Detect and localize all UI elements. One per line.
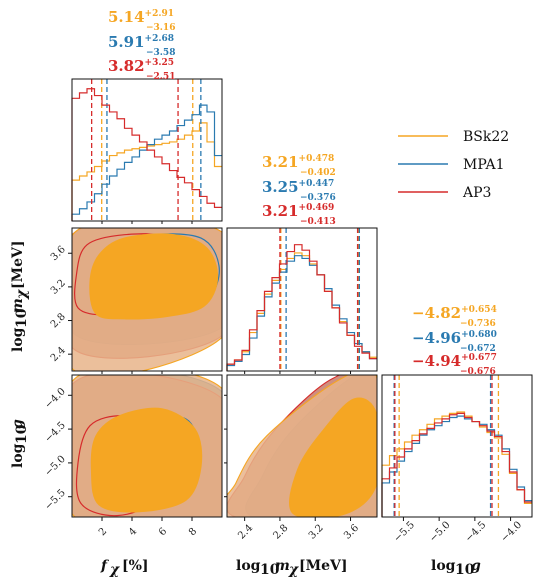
xtick-label-g-0: −5.5 [392,520,417,545]
ytick-label-g-0: −4.0 [43,386,68,411]
xtick-label-g-2: −4.5 [463,520,488,545]
summary-m-ap3-minus: −0.413 [300,217,336,227]
ytick-label-g-2: −5.0 [43,454,68,479]
ylabel-g-main: g [10,419,26,429]
xlabel-f-unit: [%] [122,558,149,574]
ylabel-g-base: 10 [14,424,30,444]
xtick-label-m-1: 2.8 [271,523,290,542]
hist-m-ap3 [226,244,377,371]
hist-f-bsk22 [71,122,222,221]
xlabel-f: f χ [%] [100,558,149,578]
ytick-label-m-0: 3.6 [49,244,68,263]
xtick-label-m-0: 2.4 [236,523,255,542]
frame-mg [226,374,378,518]
ylabel-m-sub: χ [14,289,30,300]
summary-f: 5.14+2.91 −3.16 5.91+2.68 −3.58 3.82+3.2… [108,8,175,82]
contour-panel-m-g [227,375,377,517]
summary-f-ap3: 3.82+3.25 [108,57,174,75]
summary-g-bsk22: −4.82+0.654 [412,304,497,322]
summary-m-mpa1: 3.25+0.447 [262,178,334,196]
xtick-label-f-2: 6 [157,526,169,538]
hist-f-ap3 [71,88,222,221]
summary-f-ap3-minus: −2.51 [146,72,175,82]
xlabel-f-sub: χ [109,562,120,578]
xlabel-m-pre: log [236,558,261,574]
ylabel-m-unit: [MeV] [10,240,26,289]
ytick-label-m-2: 2.8 [49,311,68,330]
summary-g-bsk22-minus: −0.736 [460,319,496,329]
summary-g-ap3-minus: −0.676 [460,367,496,377]
xtick-label-f-1: 4 [127,526,139,538]
ylabel-m-pre: log [10,327,26,352]
summary-g-mpa1-minus: −0.672 [460,344,496,354]
frame-hf [71,78,223,222]
xlabel-f-main: f [100,558,110,574]
xlabel-g-pre: log [431,558,456,574]
ytick-label-g-3: −5.5 [43,488,68,513]
summary-m-bsk22-minus: −0.402 [300,168,336,178]
contour-panel-f-m [72,228,222,371]
summary-m-mpa1-minus: −0.376 [300,193,336,203]
xlabel-g-base: 10 [455,562,475,578]
summary-g: −4.82+0.654 −0.736 −4.96+0.680 −0.672 −4… [412,304,497,377]
frame-fg [71,374,223,518]
contour-inner-fg-bsk22 [90,407,203,513]
xtick-label-m-2: 3.2 [307,523,326,542]
summary-m: 3.21+0.478 −0.402 3.25+0.447 −0.376 3.21… [262,153,336,227]
legend-label-bsk22: BSk22 [463,129,509,145]
summary-m-bsk22: 3.21+0.478 [262,153,334,171]
xlabel-g: log 10 g [431,558,481,578]
summary-f-mpa1: 5.91+2.68 [108,33,174,51]
xlabel-m: log 10 m χ [MeV] [236,558,348,578]
frame-hm [226,227,378,372]
ytick-label-m-3: 2.4 [49,345,68,364]
xlabel-m-sub: χ [288,562,299,578]
ytick-label-m-1: 3.2 [49,278,68,297]
xtick-label-g-3: −4.0 [499,520,524,545]
ylabel-g: log 10 g [10,419,30,468]
hist-g-ap3 [381,412,532,517]
xlabel-g-main: g [471,558,481,574]
panel-frames [71,78,533,518]
ytick-label-g-1: −4.5 [43,420,68,445]
ylabel-g-pre: log [10,443,26,468]
xlabel-m-main: m [275,558,290,574]
xtick-label-f-0: 2 [97,526,109,538]
xtick-label-f-3: 8 [187,526,199,538]
summary-g-ap3: −4.94+0.677 [412,352,497,370]
xlabel-m-base: 10 [260,562,280,578]
hist-panel-m [226,228,377,371]
xlabel-m-unit: [MeV] [299,558,348,574]
hist-m-mpa1 [226,255,377,371]
frame-fm [71,227,223,372]
ylabel-m: log 10 m χ [MeV] [10,240,30,352]
hist-panel-f [71,79,222,221]
legend-label-ap3: AP3 [462,185,491,201]
hist-panel-g [381,375,532,517]
contour-inner-mg-bsk22 [289,397,377,517]
summary-g-mpa1: −4.96+0.680 [412,329,497,347]
summary-f-bsk22-minus: −3.16 [146,23,175,33]
ylabel-m-main: m [10,298,26,313]
summary-m-ap3: 3.21+0.469 [262,202,334,220]
xtick-label-g-1: −5.0 [428,520,453,545]
ylabel-m-base: 10 [14,308,30,328]
xtick-label-m-3: 3.6 [342,523,361,542]
frame-hg [381,374,533,518]
legend: BSk22 MPA1 AP3 [398,129,509,201]
contour-inner-fm-bsk22 [89,233,219,320]
summary-f-mpa1-minus: −3.58 [146,48,175,58]
summary-f-bsk22: 5.14+2.91 [108,8,174,26]
contour-panel-f-g [72,375,222,517]
legend-label-mpa1: MPA1 [463,157,505,173]
